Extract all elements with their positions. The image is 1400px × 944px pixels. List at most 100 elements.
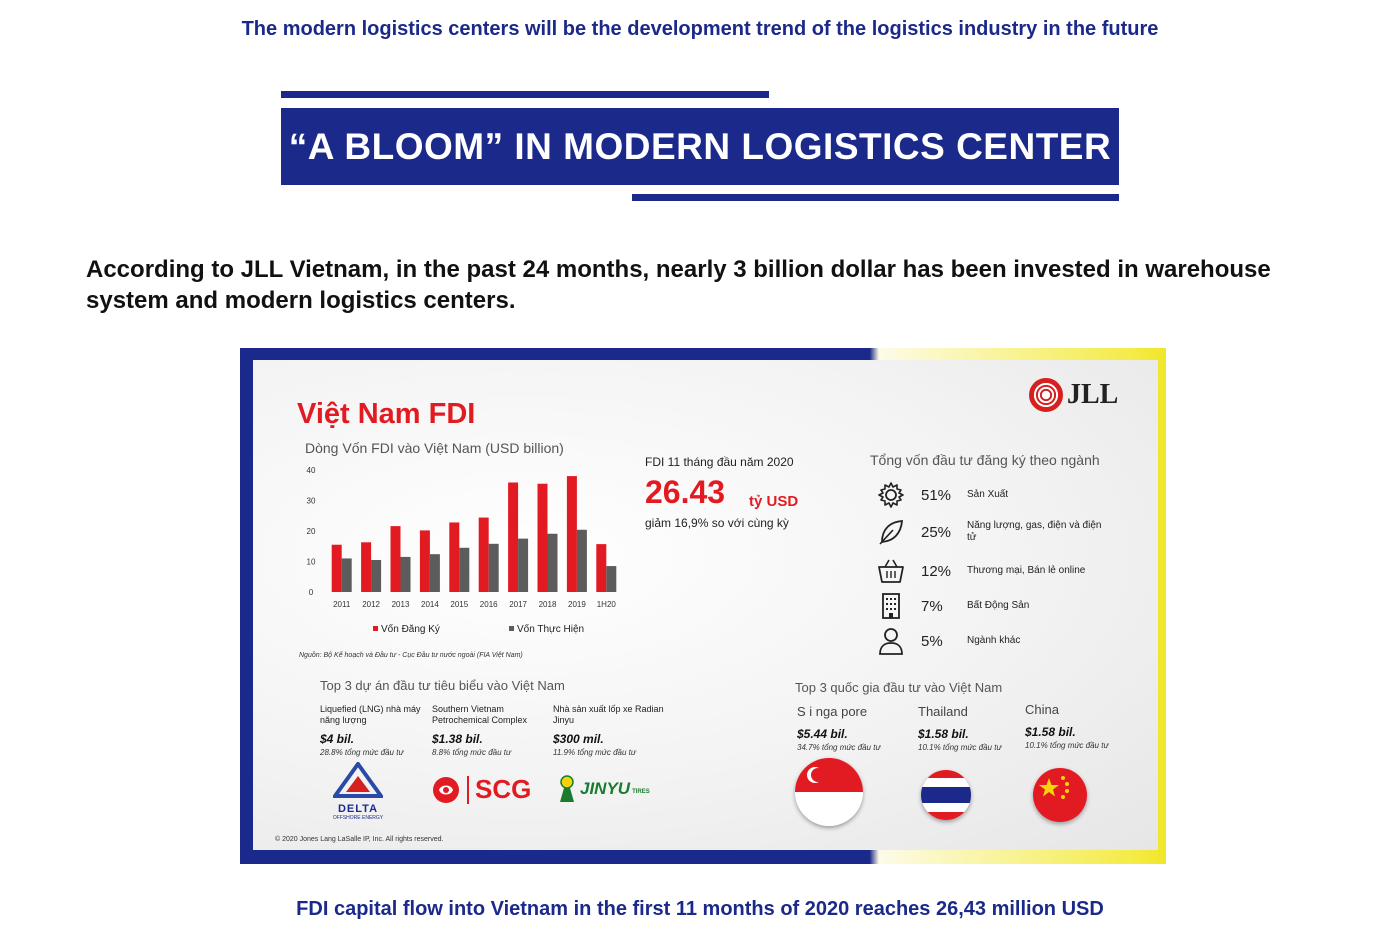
- singapore-flag: [795, 758, 863, 826]
- bar-disbursed: [371, 559, 382, 592]
- project-item: Liquefied (LNG) nhà máy năng lượng $4 bi…: [320, 704, 438, 757]
- y-tick-label: 20: [307, 527, 316, 536]
- country-item: China $1.58 bil. 10.1% tổng mức đầu tư: [1025, 702, 1135, 750]
- project-share: 28.8% tổng mức đầu tư: [320, 748, 404, 757]
- headline-note: giảm 16,9% so với cùng kỳ: [645, 516, 789, 530]
- jll-logo: JLL: [1029, 378, 1118, 412]
- bar-disbursed: [341, 558, 352, 592]
- scg-logo-text: SCG: [475, 774, 532, 804]
- jinyu-logo-sub: TIRES: [632, 789, 650, 795]
- sector-pct: 7%: [921, 597, 943, 615]
- project-value: $1.38 bil.: [432, 732, 483, 746]
- jinyu-mascot-icon: [560, 775, 574, 802]
- china-flag: [1033, 768, 1087, 822]
- project-share: 8.8% tổng mức đầu tư: [432, 748, 512, 757]
- bar-disbursed: [400, 556, 411, 592]
- top-line: The modern logistics centers will be the…: [241, 18, 1159, 40]
- legend-swatch: [509, 626, 514, 631]
- countries-title: Top 3 quốc gia đầu tư vào Việt Nam: [795, 680, 1003, 695]
- leaf-icon: [875, 517, 907, 547]
- sector-row: 12% Thương mại, Bán lẻ online: [875, 556, 1107, 586]
- bar-registered: [419, 530, 430, 592]
- country-share: 10.1% tổng mức đầu tư: [1025, 741, 1109, 750]
- basket-icon: [875, 556, 907, 586]
- project-name: Liquefied (LNG) nhà máy năng lượng: [320, 704, 421, 725]
- bar-disbursed: [488, 543, 499, 592]
- bar-registered: [596, 544, 607, 592]
- sector-row: 5% Ngành khác: [875, 626, 1107, 656]
- chart-title: Dòng Vốn FDI vào Việt Nam (USD billion): [305, 440, 564, 456]
- delta-triangle-icon: [331, 760, 385, 798]
- x-tick-label: 2015: [450, 600, 468, 609]
- project-value: $4 bil.: [320, 732, 355, 746]
- intro-paragraph: According to JLL Vietnam, in the past 24…: [86, 256, 1271, 314]
- country-name: S i nga pore: [797, 704, 868, 719]
- jll-mark-icon: [1029, 378, 1063, 412]
- country-share: 10.1% tổng mức đầu tư: [918, 743, 1002, 752]
- country-value: $1.58 bil.: [918, 727, 969, 741]
- sector-row: 7% Bất Động Sản: [875, 591, 1107, 621]
- infographic-panel: JLL Việt Nam FDI Dòng Vốn FDI vào Việt N…: [253, 360, 1158, 850]
- scg-emblem-icon: [433, 776, 459, 803]
- bar-registered: [331, 544, 342, 592]
- bar-registered: [361, 542, 372, 592]
- gear-icon: [875, 480, 907, 510]
- copyright: © 2020 Jones Lang LaSalle IP, Inc. All r…: [275, 836, 444, 843]
- project-share: 11.9% tổng mức đầu tư: [553, 748, 636, 757]
- banner-bottom-bar: [632, 194, 1119, 201]
- banner-top-bar: [281, 91, 769, 98]
- country-share: 34.7% tổng mức đầu tư: [797, 743, 881, 752]
- x-tick-label: 2012: [362, 600, 380, 609]
- sector-row: 51% Sản Xuất: [875, 480, 1107, 510]
- country-value: $5.44 bil.: [797, 727, 848, 741]
- headline-label: FDI 11 tháng đầu năm 2020: [645, 455, 794, 469]
- projects-title: Top 3 dự án đầu tư tiêu biểu vào Việt Na…: [320, 678, 565, 693]
- jll-logo-text: JLL: [1067, 379, 1119, 410]
- bar-registered: [508, 482, 519, 592]
- sectors-title: Tổng vốn đầu tư đăng ký theo ngành: [870, 452, 1100, 468]
- country-name: Thailand: [918, 704, 968, 719]
- y-tick-label: 0: [309, 588, 314, 597]
- project-name: Southern Vietnam Petrochemical Complex: [432, 704, 528, 725]
- delta-logo-text: DELTA: [337, 803, 379, 815]
- legend-swatch: [373, 626, 378, 631]
- x-tick-label: 1H20: [597, 600, 617, 609]
- delta-logo-sub: OFFSHORE ENERGY: [332, 815, 384, 821]
- headline-unit: tỷ USD: [749, 493, 799, 510]
- sector-pct: 51%: [921, 486, 952, 504]
- delta-logo: DELTA OFFSHORE ENERGY: [325, 760, 391, 822]
- building-icon: [875, 591, 907, 621]
- thailand-flag: [921, 770, 971, 820]
- bar-registered: [537, 483, 548, 592]
- caption: FDI capital flow into Vietnam in the fir…: [296, 898, 1104, 920]
- jinyu-logo: JINYU TIRES: [556, 774, 650, 804]
- bar-disbursed: [547, 533, 558, 592]
- x-tick-label: 2014: [421, 600, 439, 609]
- y-tick-label: 40: [307, 466, 316, 475]
- country-item: Thailand $1.58 bil. 10.1% tổng mức đầu t…: [918, 704, 1028, 752]
- person-icon: [875, 626, 907, 656]
- banner-title: “A BLOOM” IN MODERN LOGISTICS CENTER: [281, 108, 1119, 185]
- bar-disbursed: [576, 529, 587, 592]
- sector-pct: 25%: [921, 523, 952, 541]
- project-name: Nhà sản xuất lốp xe Radian Jinyu: [553, 704, 664, 725]
- country-name: China: [1025, 702, 1059, 717]
- x-tick-label: 2017: [509, 600, 527, 609]
- sector-label: Năng lượng, gas, điện và điện tử: [967, 520, 1102, 543]
- sector-label: Thương mại, Bán lẻ online: [967, 565, 1086, 576]
- sector-label: Bất Động Sản: [967, 600, 1030, 611]
- jinyu-logo-text: JINYU: [580, 779, 631, 798]
- sector-row: 25% Năng lượng, gas, điện và điện tử: [875, 517, 1107, 547]
- project-value: $300 mil.: [553, 732, 604, 746]
- headline-value: 26.43: [645, 474, 726, 510]
- sector-pct: 12%: [921, 562, 952, 580]
- fdi-title: Việt Nam FDI: [297, 398, 476, 430]
- sector-pct: 5%: [921, 632, 943, 650]
- y-tick-label: 10: [307, 558, 316, 567]
- x-tick-label: 2016: [480, 600, 498, 609]
- x-tick-label: 2018: [539, 600, 557, 609]
- project-item: Nhà sản xuất lốp xe Radian Jinyu $300 mi…: [553, 704, 671, 757]
- bar-disbursed: [518, 538, 529, 592]
- country-item: S i nga pore $5.44 bil. 34.7% tổng mức đ…: [797, 704, 907, 752]
- bar-disbursed: [429, 554, 440, 592]
